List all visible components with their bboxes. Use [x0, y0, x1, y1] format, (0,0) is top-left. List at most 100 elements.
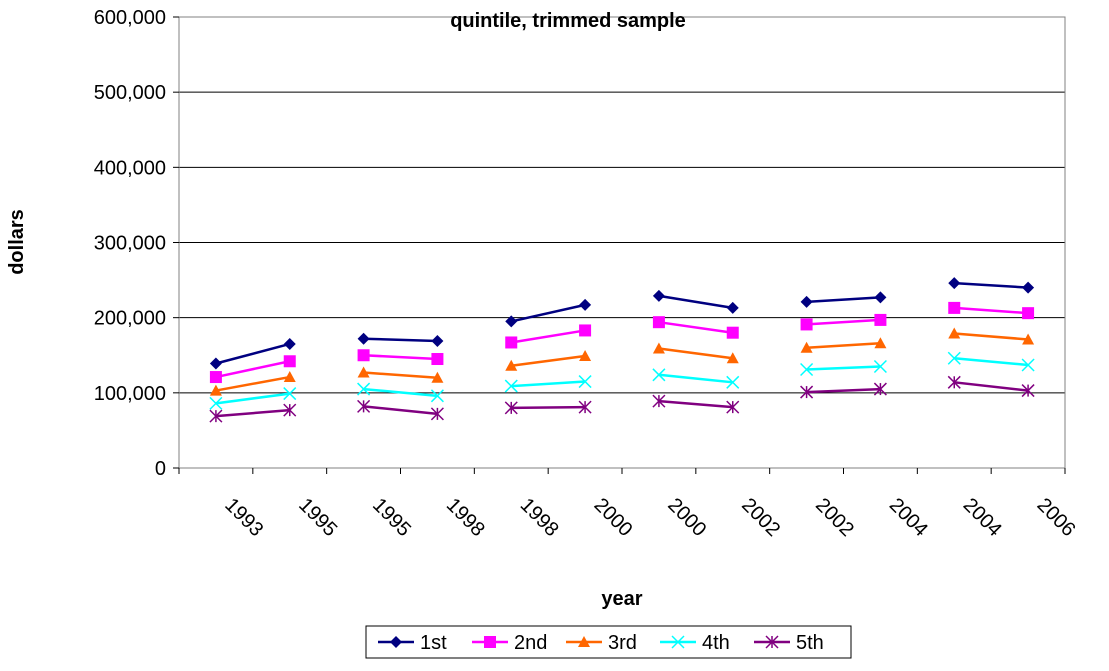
data-point — [209, 396, 223, 410]
data-point — [652, 368, 666, 382]
data-point — [948, 301, 961, 314]
legend-label: 1st — [420, 632, 447, 654]
chart-title: quintile, trimmed sample — [450, 10, 686, 32]
legend-marker — [578, 636, 590, 647]
data-point — [652, 289, 665, 302]
data-point — [1022, 307, 1035, 320]
data-point — [947, 375, 961, 389]
data-point — [1021, 358, 1035, 372]
x-tick-label: 2000 — [590, 494, 637, 541]
data-point — [357, 399, 371, 413]
y-tick-label: 100,000 — [94, 383, 166, 405]
series-line-segment — [658, 347, 733, 360]
data-point — [504, 379, 518, 393]
x-tick-label: 2004 — [885, 494, 932, 541]
legend-item-1st: 1st — [378, 632, 447, 654]
series-line-segment — [363, 354, 438, 361]
data-point — [873, 359, 887, 374]
y-tick-label: 600,000 — [94, 7, 166, 29]
data-point — [505, 359, 518, 371]
x-tick-label: 2000 — [663, 494, 710, 541]
series-line-segment — [215, 408, 290, 418]
data-point — [430, 389, 444, 403]
data-point — [947, 351, 961, 365]
legend-marker — [765, 635, 779, 649]
data-point — [283, 387, 297, 401]
series-line-segment — [363, 405, 438, 416]
x-tick-label: 2006 — [1033, 494, 1080, 541]
series-line-segment — [215, 342, 291, 365]
legend-label: 3rd — [608, 632, 637, 654]
y-tick-label: 400,000 — [94, 157, 166, 179]
legend-item-5th: 5th — [754, 632, 824, 654]
data-point — [726, 326, 739, 339]
legend-marker — [671, 635, 685, 649]
x-tick-label: 2002 — [811, 494, 858, 541]
x-tick-label: 1995 — [294, 494, 341, 541]
data-point — [357, 332, 370, 345]
data-point — [578, 400, 592, 414]
series-line-segment — [954, 281, 1029, 289]
data-point — [800, 341, 813, 353]
data-point — [209, 409, 223, 423]
series-line-segment — [363, 387, 438, 398]
data-point — [800, 363, 814, 377]
series-line-segment — [658, 373, 733, 384]
data-point — [431, 334, 444, 347]
x-tick-label: 1998 — [516, 494, 563, 541]
series-line-segment — [806, 296, 881, 304]
series-line-segment — [658, 320, 733, 334]
data-point — [430, 407, 444, 421]
data-point — [579, 350, 592, 362]
legend-marker — [390, 636, 402, 648]
y-tick-label: 300,000 — [94, 233, 166, 255]
data-point — [948, 327, 961, 339]
series-line-segment — [510, 303, 586, 323]
legend-marker — [484, 636, 496, 648]
data-point — [726, 352, 739, 364]
data-point — [726, 400, 740, 414]
data-point — [726, 375, 740, 389]
gridlines — [179, 91, 1065, 394]
data-point — [874, 313, 887, 326]
series-line-segment — [511, 354, 586, 368]
legend-item-3rd: 3rd — [566, 632, 637, 654]
data-point — [283, 403, 297, 417]
series-line-segment — [658, 399, 733, 409]
legend-label: 5th — [796, 632, 824, 654]
y-tick-label: 0 — [155, 458, 166, 480]
y-tick-label: 500,000 — [94, 82, 166, 104]
data-point — [209, 357, 222, 370]
data-point — [1021, 384, 1035, 398]
data-point — [726, 301, 739, 314]
series-line-segment — [954, 381, 1029, 392]
y-axis-title: dollars — [6, 209, 28, 275]
data-point — [652, 394, 666, 408]
data-point — [874, 291, 887, 304]
data-point — [800, 318, 813, 331]
data-point — [504, 401, 518, 415]
series-line-segment — [215, 360, 291, 379]
data-point — [357, 382, 371, 396]
series-line-segment — [511, 380, 586, 388]
series-line-segment — [954, 306, 1029, 315]
series-lines — [209, 277, 1035, 423]
series-line-segment — [806, 341, 881, 349]
series-line-segment — [954, 357, 1029, 367]
x-tick-label: 1993 — [220, 494, 267, 541]
data-point — [579, 298, 592, 311]
series-1st — [209, 277, 1035, 370]
data-point — [652, 316, 665, 329]
series-line-segment — [511, 405, 586, 410]
series-line-segment — [954, 332, 1029, 341]
data-point — [1022, 281, 1035, 294]
data-point — [800, 295, 813, 308]
data-point — [578, 375, 592, 389]
data-point — [579, 324, 592, 337]
legend: 1st 2nd 3rd 4th 5th — [365, 625, 852, 659]
x-axis-ticks: 1993 1995 1995 1998 1998 2000 2000 2002 2002 2004… — [178, 468, 1080, 541]
series-line-segment — [658, 294, 733, 310]
legend-item-4th: 4th — [660, 632, 730, 654]
series-line-segment — [806, 387, 881, 394]
